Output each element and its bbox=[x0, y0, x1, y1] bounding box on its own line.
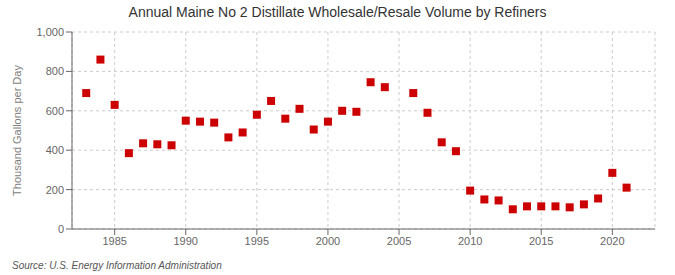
svg-text:2020: 2020 bbox=[600, 235, 624, 247]
html-text:Source: U.S. Energy Informatio: Source: U.S. Energy Information Administ… bbox=[12, 260, 222, 271]
svg-text:2000: 2000 bbox=[316, 235, 340, 247]
svg-text:1985: 1985 bbox=[102, 235, 126, 247]
svg-text:400: 400 bbox=[46, 144, 64, 156]
svg-text:600: 600 bbox=[46, 105, 64, 117]
svg-text:Thousand Gallons per Day: Thousand Gallons per Day bbox=[11, 65, 23, 196]
svg-text:2010: 2010 bbox=[458, 235, 482, 247]
svg-text:1995: 1995 bbox=[245, 235, 269, 247]
svg-text:1,000: 1,000 bbox=[36, 26, 64, 38]
svg-text:200: 200 bbox=[46, 184, 64, 196]
svg-text:1990: 1990 bbox=[174, 235, 198, 247]
svg-text:2005: 2005 bbox=[387, 235, 411, 247]
svg-text:0: 0 bbox=[58, 223, 64, 235]
html-text:Annual Maine No 2 Distillate W: Annual Maine No 2 Distillate Wholesale/R… bbox=[128, 4, 547, 20]
svg-text:800: 800 bbox=[46, 65, 64, 77]
svg-text:2015: 2015 bbox=[529, 235, 553, 247]
